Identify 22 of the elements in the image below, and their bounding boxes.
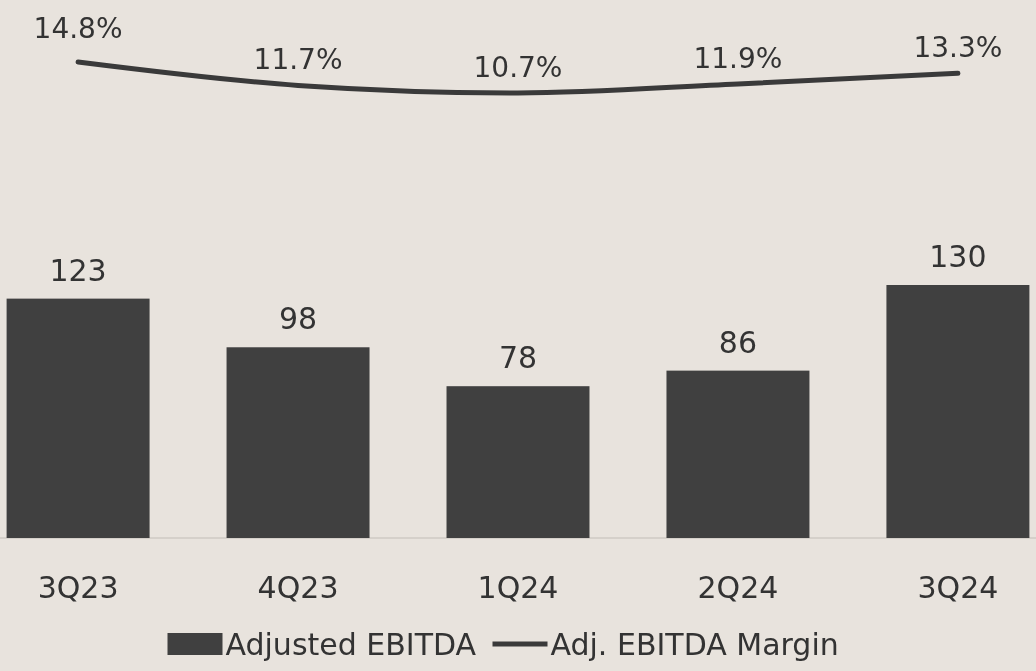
x-tick-label: 3Q24 (917, 570, 999, 605)
data-label: 98 (278, 301, 318, 337)
data-label: 13.3% (913, 31, 1003, 65)
x-tick-label: 4Q23 (257, 570, 339, 605)
data-label: 130 (929, 239, 987, 274)
data-label: 11.7% (253, 43, 343, 77)
legend-label: Adjusted EBITDA (225, 627, 477, 662)
data-label: 123 (49, 252, 107, 288)
data-label: 11.9% (693, 41, 783, 75)
bar (886, 285, 1030, 538)
x-tick-label: 2Q24 (697, 570, 779, 605)
data-label: 10.7% (473, 51, 563, 84)
data-label: 14.8% (33, 12, 123, 45)
bar (446, 386, 590, 538)
x-tick-label: 1Q24 (477, 570, 559, 605)
bar (666, 370, 810, 538)
x-tick-label: 3Q23 (37, 570, 119, 605)
bar (226, 347, 370, 538)
data-label: 86 (718, 324, 758, 360)
legend-label: Adj. EBITDA Margin (550, 627, 839, 662)
bar (6, 298, 150, 538)
data-label: 78 (498, 340, 538, 376)
